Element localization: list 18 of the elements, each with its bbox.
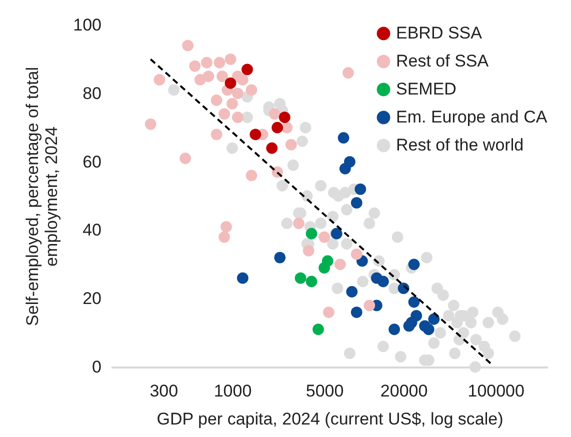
y-axis-title: Self-employed, percentage of total employment, 2024 — [23, 67, 62, 326]
legend-label: EBRD SSA — [396, 24, 483, 42]
legend-label: Em. Europe and CA — [396, 108, 548, 126]
y-tick-label: 0 — [92, 358, 102, 376]
x-tick-label: 1000 — [214, 382, 252, 400]
x-tick-label: 5000 — [306, 382, 344, 400]
y-tick-label: 80 — [82, 84, 102, 103]
y-tick-label: 100 — [73, 16, 102, 34]
y-tick-label: 60 — [82, 152, 102, 172]
x-axis-title: GDP per capita, 2024 (current US$, log scale) — [156, 410, 504, 428]
y-tick-label: 40 — [82, 220, 102, 240]
x-tick-label: 100000 — [468, 382, 524, 400]
x-tick-label: 300 — [150, 382, 178, 400]
legend-label: Rest of SSA — [396, 52, 490, 70]
legend-label: Rest of the world — [396, 136, 524, 154]
x-tick-label: 20000 — [380, 382, 428, 400]
y-tick-label: 20 — [82, 289, 102, 308]
legend-label: SEMED — [396, 80, 456, 98]
